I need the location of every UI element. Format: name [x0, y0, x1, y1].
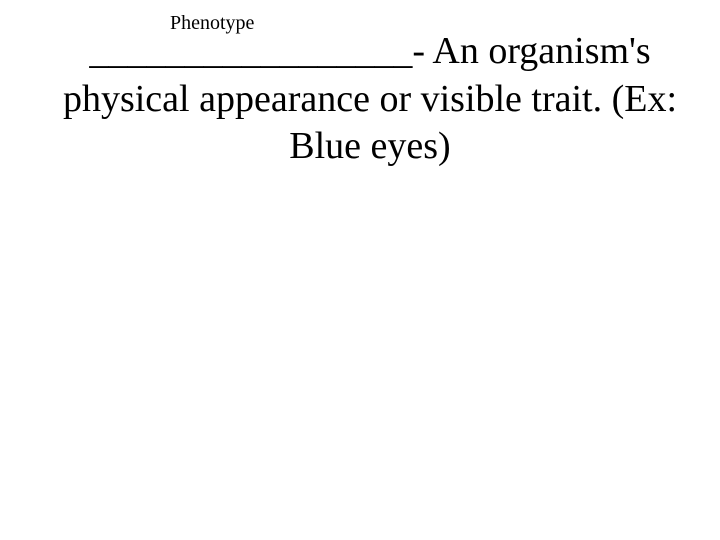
definition-text: _________________- An organism's physica…	[60, 28, 680, 171]
